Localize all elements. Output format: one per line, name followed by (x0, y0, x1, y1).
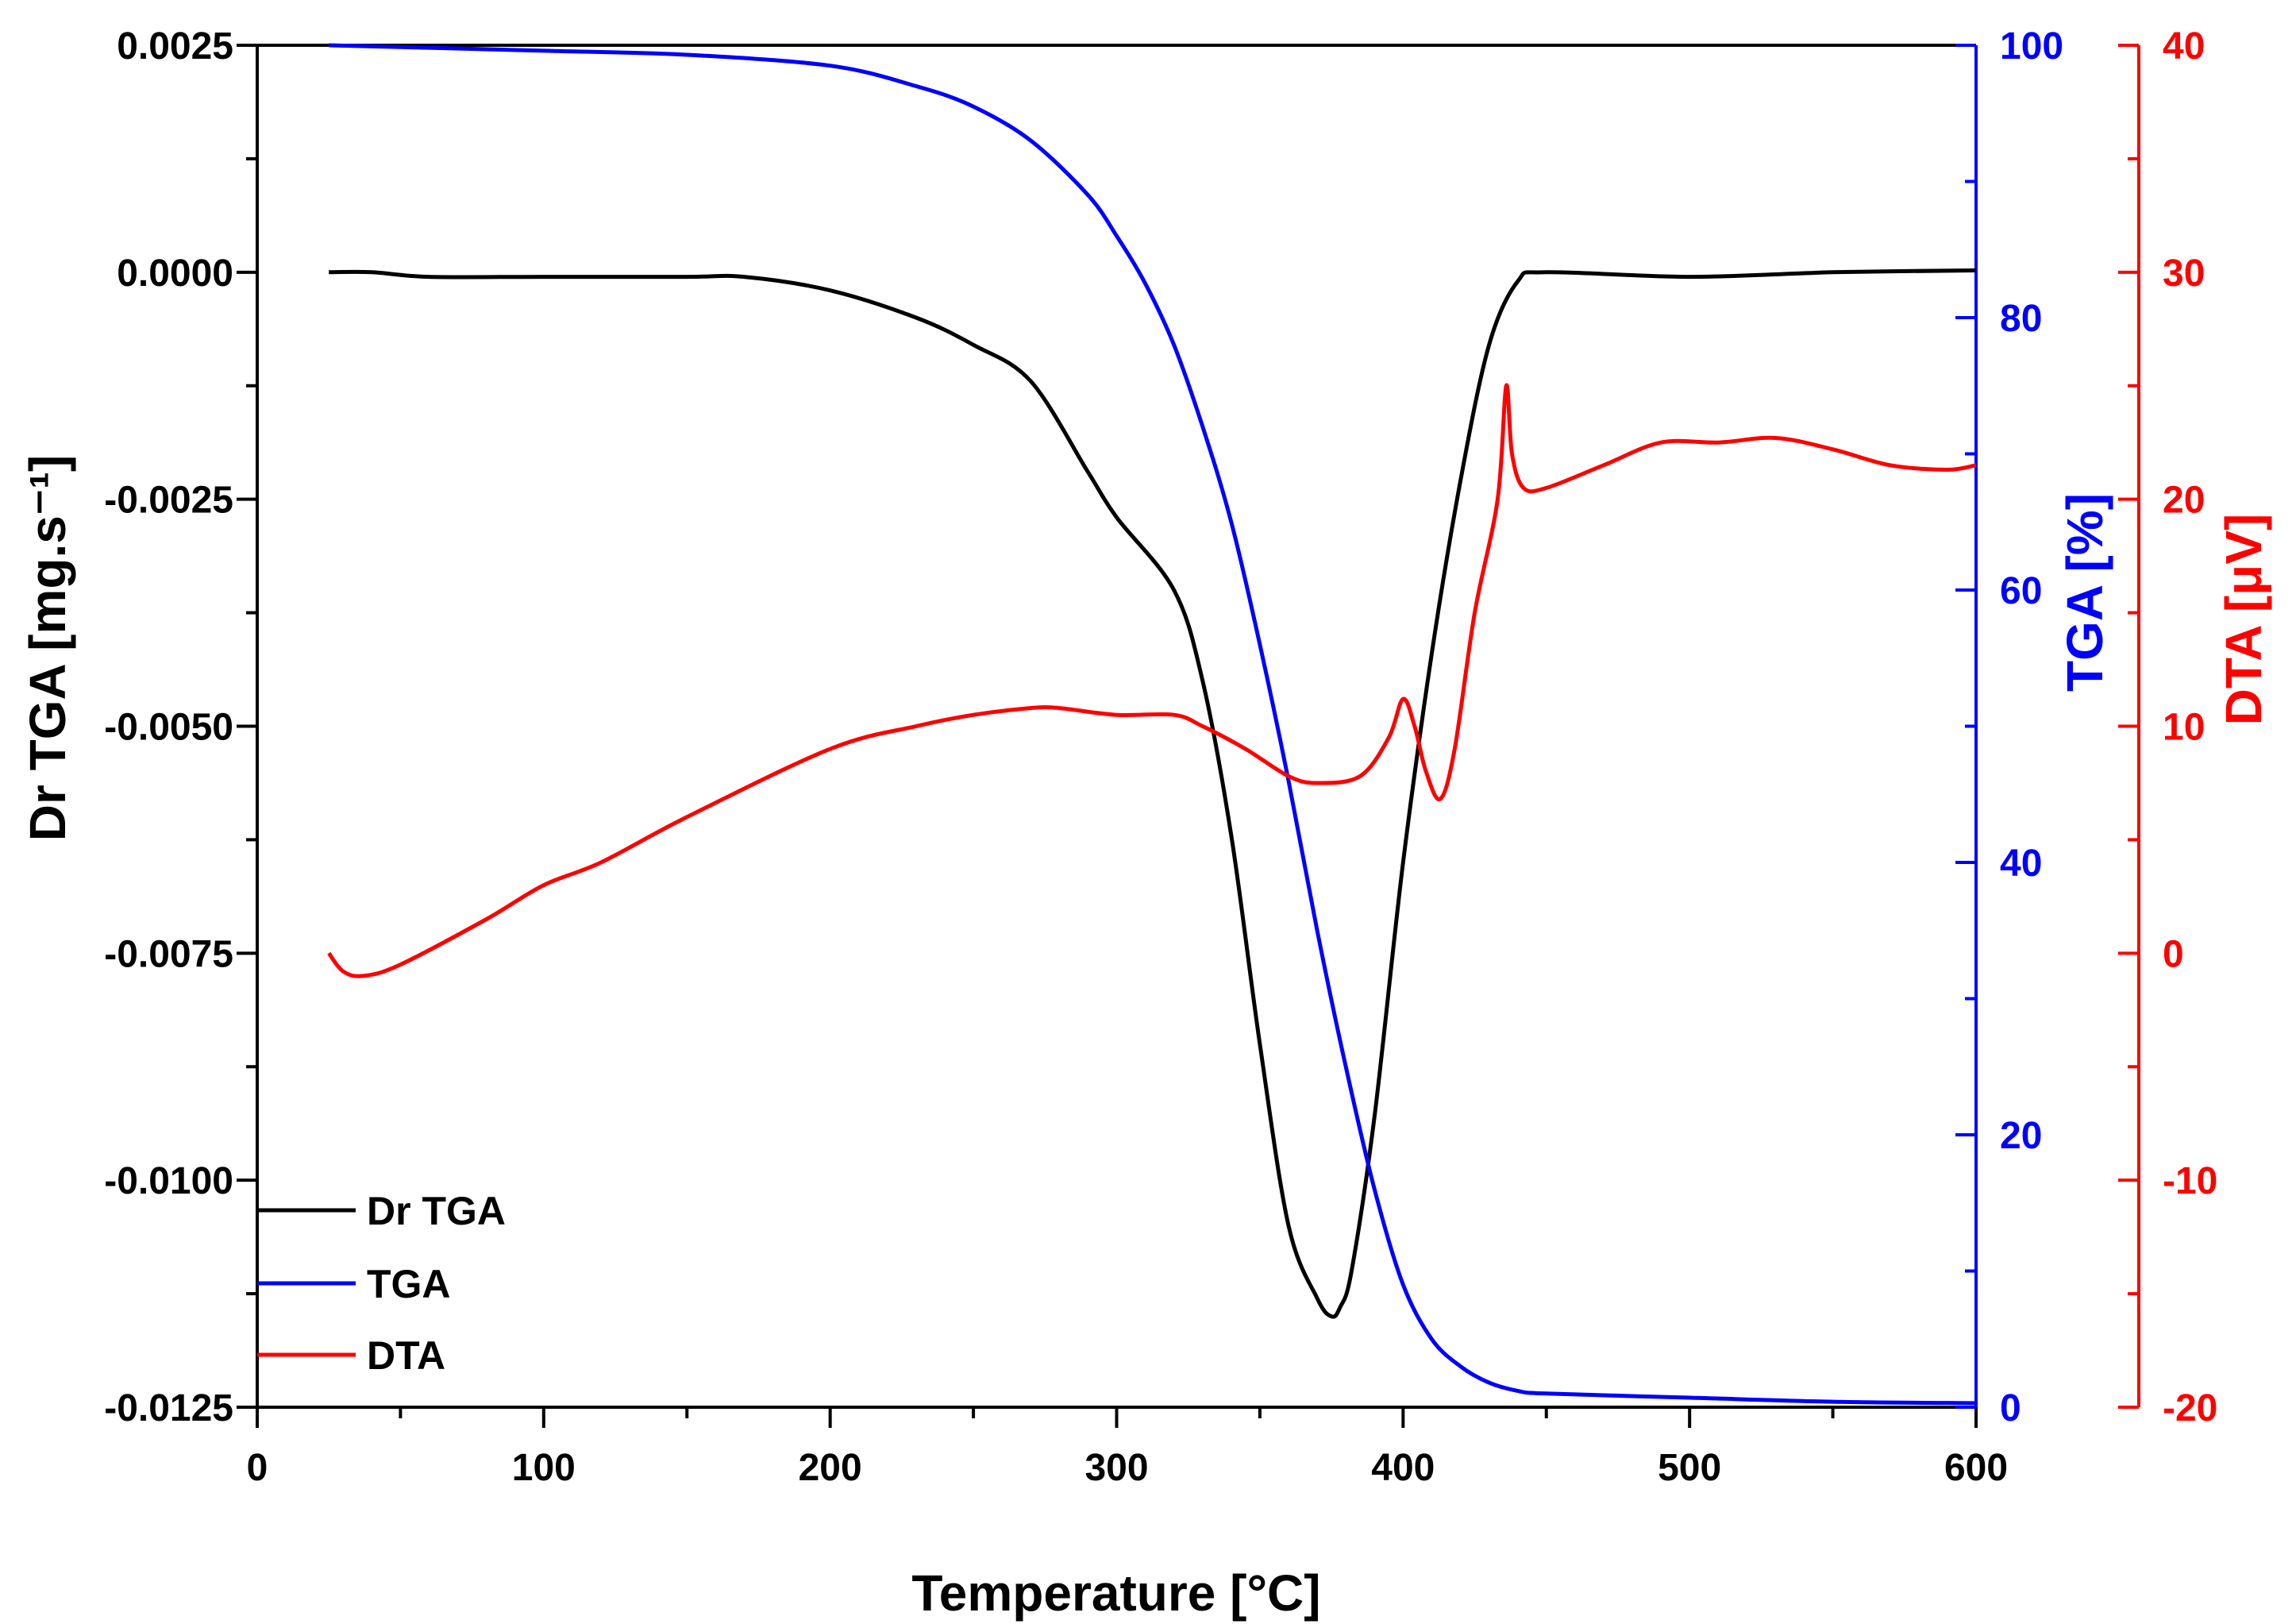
plot-frame (256, 44, 2140, 1409)
x-tick-label: 300 (1084, 1447, 1148, 1489)
left-axis-title-name: Dr TGA (19, 664, 76, 841)
x-tick-label: 400 (1371, 1447, 1435, 1489)
x-tick-label: 100 (512, 1447, 576, 1489)
tga-axis-title: TGA [%] (2056, 493, 2113, 692)
tga-ticks-label: 60 (2000, 570, 2042, 612)
x-tick-label: 200 (799, 1447, 862, 1489)
tga-ticks-label: 0 (2000, 1387, 2021, 1429)
legend-label-dta: DTA (367, 1333, 445, 1378)
x-tick-label: 0 (247, 1447, 268, 1489)
tga-axis-title-name: TGA (2056, 585, 2113, 692)
x-axis-title: Temperature [°C] (911, 1564, 1320, 1622)
dta-ticks-label: 0 (2163, 933, 2184, 975)
legend-label-dr-tga: Dr TGA (367, 1189, 506, 1233)
left-ticks-label: 0.0000 (117, 253, 233, 295)
left-ticks-label: 0.0025 (117, 25, 233, 68)
tga-ticks: 0 20 40 60 80 100 (1955, 25, 2063, 1429)
x-ticks: 0 100 200 300 400 500 600 (247, 1407, 2008, 1489)
dta-axis-title-unit: [μV] (2215, 514, 2272, 612)
dta-ticks-label: 30 (2163, 253, 2205, 295)
dta-ticks-label: -10 (2163, 1160, 2217, 1202)
dta-axis-title-name: DTA (2215, 626, 2272, 726)
tga-ticks-label: 40 (2000, 843, 2042, 885)
x-tick-label: 600 (1944, 1447, 2008, 1489)
x-tick-label: 500 (1658, 1447, 1721, 1489)
left-ticks-label: -0.0125 (104, 1387, 233, 1429)
left-axis-title: Dr TGA [mg.s⁻¹] (19, 455, 76, 842)
tga-ticks-label: 100 (2000, 25, 2063, 68)
dta-ticks: -20 -10 0 10 20 30 40 (2118, 25, 2217, 1429)
tga-ticks-label: 80 (2000, 298, 2042, 340)
left-ticks-label: -0.0050 (104, 707, 233, 749)
left-axis-title-unit: [mg.s⁻¹] (19, 455, 76, 651)
series-line-dta (327, 383, 1977, 978)
legend: Dr TGA TGA DTA (257, 1189, 506, 1378)
tga-axis-title-unit: [%] (2056, 493, 2113, 573)
series-line-dr-tga (329, 268, 1977, 1319)
left-ticks-label: -0.0100 (104, 1160, 233, 1202)
series-layer (327, 43, 1977, 1406)
series-line-tga (329, 43, 1977, 1406)
dta-ticks-label: 40 (2163, 25, 2205, 68)
legend-label-tga: TGA (367, 1262, 451, 1306)
tga-ticks-label: 20 (2000, 1115, 2042, 1157)
left-ticks-label: -0.0075 (104, 933, 233, 975)
dta-ticks-label: -20 (2163, 1387, 2217, 1429)
left-ticks: 0.0025 0.0000 -0.0025 -0.0050 -0.0075 -0.0100… (104, 25, 257, 1429)
dta-ticks-label: 20 (2163, 480, 2205, 522)
dta-ticks-label: 10 (2163, 707, 2205, 749)
left-ticks-label: -0.0025 (104, 480, 233, 522)
dta-axis-title: DTA [μV] (2215, 514, 2272, 726)
